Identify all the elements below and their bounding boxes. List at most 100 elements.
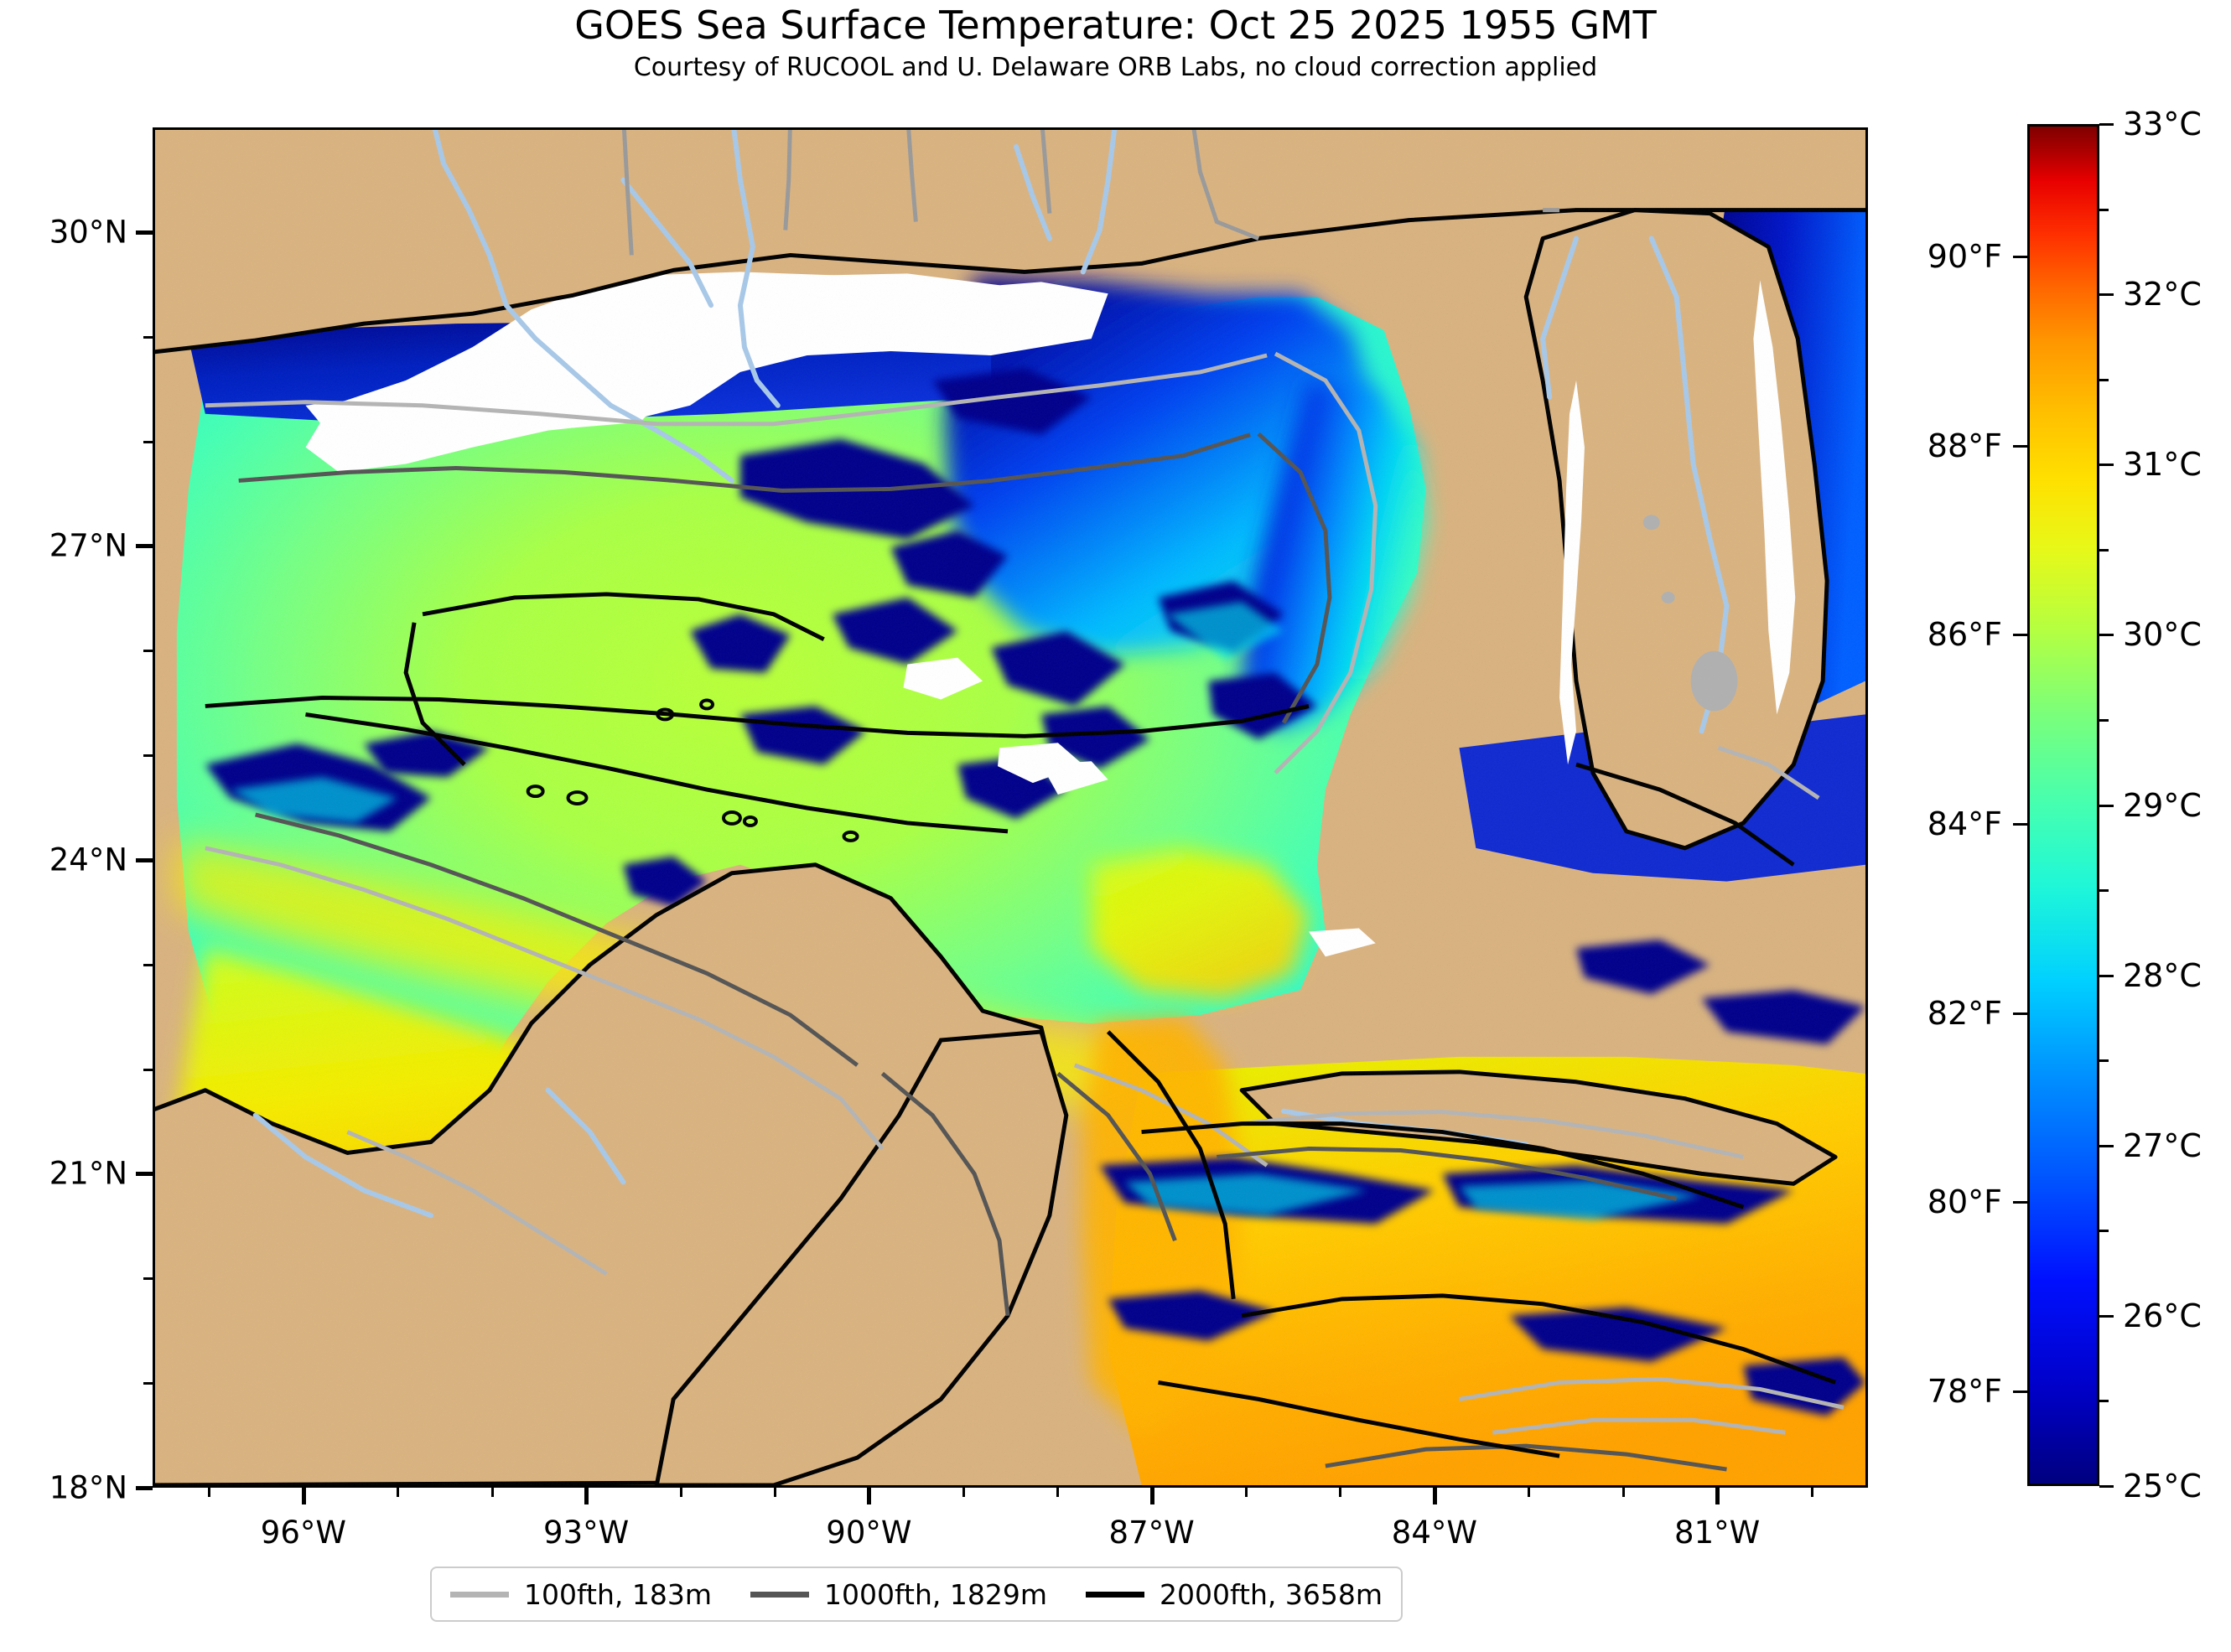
- x-axis-tick-label: 90°W: [826, 1515, 912, 1551]
- colorbar-fahrenheit-label: 88°F: [1927, 427, 2002, 464]
- x-axis-minor-tick: [1621, 1488, 1625, 1497]
- colorbar-celsius-minor-tick: [2099, 889, 2109, 893]
- colorbar-celsius-minor-tick: [2099, 718, 2109, 722]
- map-axes[interactable]: [153, 127, 1868, 1488]
- legend-label: 1000fth, 1829m: [824, 1577, 1047, 1611]
- colorbar-fahrenheit-tick: [2013, 444, 2027, 448]
- colorbar-celsius-label: 32°C: [2123, 276, 2202, 313]
- y-axis-minor-tick: [143, 440, 153, 443]
- x-axis-minor-tick: [1245, 1488, 1248, 1497]
- colorbar-fahrenheit-tick: [2013, 823, 2027, 826]
- x-axis-minor-tick: [397, 1488, 400, 1497]
- page-subtitle: Courtesy of RUCOOL and U. Delaware ORB L…: [633, 53, 1598, 83]
- y-axis-major-tick: [136, 1486, 153, 1490]
- y-axis-minor-tick: [143, 650, 153, 653]
- colorbar-celsius-label: 25°C: [2123, 1468, 2202, 1504]
- x-axis-tick-label: 81°W: [1674, 1515, 1761, 1551]
- legend-line-swatch: [1085, 1591, 1144, 1598]
- y-axis-minor-tick: [143, 1068, 153, 1071]
- colorbar-celsius-label: 31°C: [2123, 446, 2202, 484]
- x-axis-minor-tick: [1810, 1488, 1813, 1497]
- colorbar-celsius-tick: [2099, 804, 2114, 807]
- x-axis-minor-tick: [490, 1488, 494, 1497]
- x-axis-major-tick: [584, 1488, 589, 1504]
- legend-label: 2000fth, 3658m: [1159, 1577, 1383, 1611]
- colorbar-fahrenheit-label: 90°F: [1927, 237, 2002, 275]
- legend-entry: 100fth, 183m: [450, 1578, 712, 1611]
- colorbar-celsius-tick: [2099, 974, 2114, 977]
- colorbar-celsius-tick: [2099, 123, 2114, 126]
- x-axis-tick-label: 93°W: [543, 1515, 630, 1551]
- y-axis-minor-tick: [143, 754, 153, 758]
- colorbar-fahrenheit-label: 80°F: [1927, 1183, 2002, 1221]
- y-axis-minor-tick: [143, 1277, 153, 1281]
- x-axis-tick-label: 87°W: [1108, 1515, 1195, 1551]
- colorbar-celsius-label: 30°C: [2123, 616, 2202, 654]
- y-axis-minor-tick: [143, 963, 153, 966]
- colorbar-celsius-minor-tick: [2099, 208, 2109, 211]
- colorbar-celsius-tick: [2099, 1314, 2114, 1318]
- y-axis-major-tick: [136, 1172, 153, 1177]
- colorbar-celsius-minor-tick: [2099, 548, 2109, 552]
- colorbar-fahrenheit-tick: [2013, 1201, 2027, 1204]
- y-axis-major-tick: [136, 857, 153, 862]
- y-axis-major-tick: [136, 544, 153, 549]
- legend-line-swatch: [450, 1591, 509, 1598]
- sst-map-image: [155, 130, 1865, 1485]
- y-axis-tick-label: 24°N: [49, 842, 127, 878]
- y-axis-tick-label: 18°N: [49, 1469, 127, 1506]
- colorbar-fahrenheit-label: 78°F: [1927, 1373, 2002, 1411]
- y-axis-tick-label: 30°N: [49, 214, 127, 251]
- bathymetry-legend: 100fth, 183m 1000fth, 1829m 2000fth, 3658m: [430, 1567, 1403, 1622]
- x-axis-minor-tick: [1528, 1488, 1531, 1497]
- x-axis-tick-label: 84°W: [1391, 1515, 1477, 1551]
- x-axis-minor-tick: [1339, 1488, 1342, 1497]
- x-axis-major-tick: [301, 1488, 306, 1504]
- legend-label: 100fth, 183m: [524, 1577, 712, 1611]
- x-axis-major-tick: [1149, 1488, 1154, 1504]
- colorbar-celsius-label: 33°C: [2123, 106, 2202, 142]
- x-axis-minor-tick: [679, 1488, 682, 1497]
- y-axis-tick-label: 21°N: [49, 1155, 127, 1192]
- colorbar-celsius-tick: [2099, 1144, 2114, 1147]
- legend-line-swatch: [750, 1591, 809, 1598]
- colorbar-celsius-minor-tick: [2099, 1400, 2109, 1403]
- x-axis-major-tick: [1432, 1488, 1437, 1504]
- legend-entry: 2000fth, 3658m: [1085, 1577, 1383, 1611]
- x-axis-minor-tick: [962, 1488, 965, 1497]
- colorbar-celsius-tick: [2099, 1485, 2114, 1488]
- y-axis-major-tick: [136, 230, 153, 235]
- colorbar-fahrenheit-tick: [2013, 1012, 2027, 1015]
- y-axis-minor-tick: [143, 1382, 153, 1385]
- x-axis-tick-label: 96°W: [260, 1515, 346, 1551]
- colorbar-celsius-label: 26°C: [2123, 1297, 2202, 1334]
- colorbar-celsius-tick: [2099, 293, 2114, 297]
- colorbar-celsius-minor-tick: [2099, 1059, 2109, 1063]
- x-axis-major-tick: [867, 1488, 872, 1504]
- title-block: GOES Sea Surface Temperature: Oct 25 202…: [0, 3, 2231, 83]
- colorbar-celsius-label: 28°C: [2123, 956, 2202, 994]
- colorbar-fahrenheit-tick: [2013, 255, 2027, 258]
- x-axis-minor-tick: [1056, 1488, 1060, 1497]
- colorbar-celsius-tick: [2099, 634, 2114, 637]
- x-axis-minor-tick: [208, 1488, 211, 1497]
- x-axis-minor-tick: [773, 1488, 776, 1497]
- colorbar-celsius-tick: [2099, 463, 2114, 467]
- colorbar-celsius-minor-tick: [2099, 378, 2109, 381]
- colorbar-fahrenheit-label: 84°F: [1927, 805, 2002, 843]
- colorbar-celsius-minor-tick: [2099, 1230, 2109, 1233]
- page-title: GOES Sea Surface Temperature: Oct 25 202…: [574, 3, 1657, 48]
- legend-entry: 1000fth, 1829m: [750, 1578, 1047, 1611]
- colorbar-fahrenheit-tick: [2013, 634, 2027, 637]
- colorbar-fahrenheit-label: 82°F: [1927, 994, 2002, 1032]
- sst-colorbar[interactable]: [2027, 124, 2099, 1486]
- colorbar-fahrenheit-label: 86°F: [1927, 616, 2002, 654]
- sst-noise-texture: [155, 130, 1865, 1485]
- colorbar-fahrenheit-tick: [2013, 1390, 2027, 1394]
- colorbar-celsius-label: 27°C: [2123, 1126, 2202, 1164]
- colorbar-celsius-label: 29°C: [2123, 786, 2202, 824]
- y-axis-tick-label: 27°N: [49, 527, 127, 564]
- y-axis-minor-tick: [143, 335, 153, 339]
- x-axis-major-tick: [1715, 1488, 1720, 1504]
